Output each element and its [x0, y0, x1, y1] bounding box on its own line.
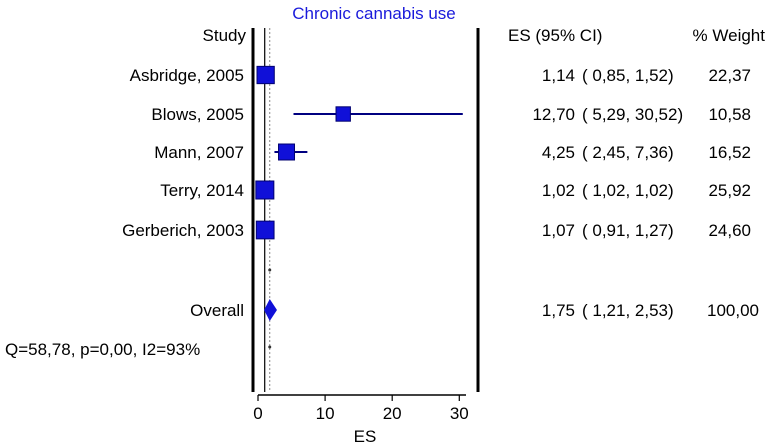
overall-ci-value: ( 1,21, 2,53) [582, 301, 674, 320]
x-tick-label: 30 [450, 404, 469, 423]
overall-diamond [264, 299, 277, 321]
study-name: Terry, 2014 [160, 181, 244, 200]
weight-value: 24,60 [708, 221, 751, 240]
study-row: Blows, 2005 12,70 ( 5,29, 30,52) 10,58 [151, 105, 751, 124]
ci-value: ( 0,85, 1,52) [582, 66, 674, 85]
study-row: Terry, 2014 1,02 ( 1,02, 1,02) 25,92 [160, 180, 751, 200]
es-column-header: ES (95% CI) [508, 26, 602, 45]
overall-weight-value: 100,00 [707, 301, 759, 320]
study-name: Asbridge, 2005 [130, 66, 244, 85]
ci-value: ( 1,02, 1,02) [582, 181, 674, 200]
study-column-header: Study [203, 26, 247, 45]
study-name: Mann, 2007 [154, 143, 244, 162]
study-rows: Asbridge, 2005 1,14 ( 0,85, 1,52) 22,37 Blow… [122, 65, 751, 240]
x-tick-label: 10 [316, 404, 335, 423]
effect-size-marker [335, 106, 351, 122]
x-tick-label: 20 [383, 404, 402, 423]
effect-size-marker [255, 220, 275, 240]
effect-size-marker [278, 143, 296, 161]
weight-value: 16,52 [708, 143, 751, 162]
weight-column-header: % Weight [693, 26, 766, 45]
effect-size-marker [256, 65, 275, 85]
separator-dot [268, 345, 272, 349]
ci-value: ( 0,91, 1,27) [582, 221, 674, 240]
es-value: 4,25 [542, 143, 575, 162]
study-row: Gerberich, 2003 1,07 ( 0,91, 1,27) 24,60 [122, 220, 751, 240]
es-value: 1,02 [542, 181, 575, 200]
overall-row: Overall 1,75 ( 1,21, 2,53) 100,00 [190, 299, 759, 321]
es-value: 1,07 [542, 221, 575, 240]
effect-size-marker [255, 180, 275, 200]
weight-value: 10,58 [708, 105, 751, 124]
weight-value: 22,37 [708, 66, 751, 85]
overall-es-value: 1,75 [542, 301, 575, 320]
separator-dot [268, 268, 272, 272]
study-name: Blows, 2005 [151, 105, 244, 124]
chart-title: Chronic cannabis use [292, 4, 455, 23]
weight-value: 25,92 [708, 181, 751, 200]
x-axis: 0 10 20 30 [253, 394, 469, 423]
es-value: 12,70 [532, 105, 575, 124]
heterogeneity-stats: Q=58,78, p=0,00, I2=93% [5, 340, 200, 359]
plot-frame [251, 28, 480, 392]
x-axis-label: ES [354, 427, 377, 446]
study-name: Gerberich, 2003 [122, 221, 244, 240]
overall-label: Overall [190, 301, 244, 320]
ci-value: ( 2,45, 7,36) [582, 143, 674, 162]
study-row: Asbridge, 2005 1,14 ( 0,85, 1,52) 22,37 [130, 65, 751, 85]
ci-value: ( 5,29, 30,52) [582, 105, 683, 124]
study-row: Mann, 2007 4,25 ( 2,45, 7,36) 16,52 [154, 143, 751, 162]
es-value: 1,14 [542, 66, 575, 85]
x-tick-label: 0 [253, 404, 262, 423]
